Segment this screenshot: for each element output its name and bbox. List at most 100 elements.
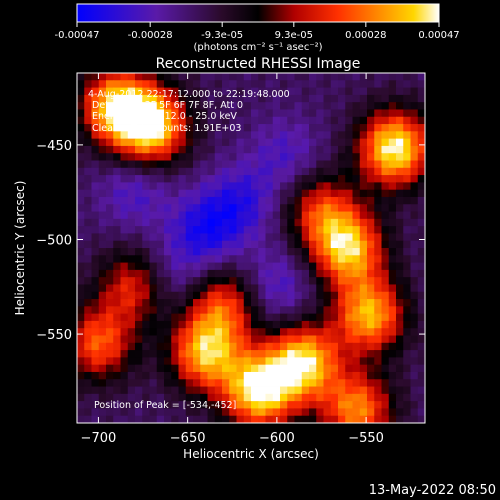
- heatmap-cell: [417, 102, 426, 110]
- heatmap-cell: [229, 386, 237, 395]
- heatmap-cell: [280, 408, 288, 417]
- heatmap-cell: [323, 80, 332, 88]
- heatmap-cell: [265, 145, 274, 154]
- heatmap-cell: [135, 342, 143, 351]
- heatmap-cell: [396, 379, 404, 387]
- heatmap-cell: [251, 313, 259, 322]
- heatmap-cell: [185, 277, 194, 285]
- heatmap-cell: [91, 73, 100, 81]
- heatmap-cell: [77, 73, 85, 81]
- heatmap-cell: [403, 109, 411, 118]
- heatmap-cell: [229, 277, 237, 285]
- heatmap-cell: [258, 342, 266, 351]
- heatmap-cell: [323, 342, 332, 351]
- heatmap-cell: [338, 415, 346, 424]
- heatmap-cell: [374, 131, 382, 140]
- heatmap-cell: [381, 196, 390, 205]
- heatmap-cell: [98, 299, 107, 307]
- heatmap-cell: [171, 262, 179, 271]
- heatmap-cell: [193, 196, 201, 205]
- heatmap-cell: [396, 138, 404, 147]
- heatmap-cell: [265, 211, 274, 220]
- heatmap-cell: [127, 299, 136, 307]
- heatmap-cell: [345, 269, 353, 278]
- heatmap-cell: [178, 131, 187, 140]
- heatmap-cell: [309, 379, 317, 387]
- heatmap-cell: [91, 87, 100, 96]
- heatmap-cell: [403, 233, 411, 242]
- heatmap-cell: [84, 124, 92, 132]
- heatmap-cell: [185, 379, 194, 387]
- heatmap-cell: [323, 204, 332, 212]
- heatmap-cell: [251, 182, 259, 191]
- heatmap-cell: [301, 291, 310, 300]
- heatmap-cell: [258, 189, 266, 198]
- heatmap-cell: [84, 335, 92, 344]
- heatmap-cell: [229, 269, 237, 278]
- heatmap-cell: [396, 415, 404, 424]
- heatmap-cell: [156, 393, 165, 402]
- heatmap-cell: [352, 73, 361, 81]
- heatmap-cell: [142, 124, 150, 132]
- heatmap-cell: [374, 204, 382, 212]
- heatmap-cell: [338, 284, 346, 293]
- heatmap-cell: [222, 160, 230, 169]
- heatmap-cell: [359, 350, 368, 358]
- heatmap-cell: [127, 335, 136, 344]
- heatmap-cell: [98, 379, 107, 387]
- heatmap-cell: [367, 248, 375, 256]
- heatmap-cell: [77, 94, 85, 103]
- heatmap-cell: [243, 342, 252, 351]
- heatmap-cell: [84, 357, 92, 366]
- heatmap-cell: [403, 342, 411, 351]
- heatmap-cell: [251, 204, 259, 212]
- heatmap-cell: [396, 371, 404, 380]
- heatmap-cell: [316, 233, 324, 242]
- heatmap-cell: [178, 379, 187, 387]
- heatmap-cell: [309, 175, 317, 183]
- heatmap-cell: [185, 248, 194, 256]
- heatmap-cell: [171, 211, 179, 220]
- heatmap-cell: [301, 153, 310, 161]
- heatmap-cell: [323, 226, 332, 234]
- heatmap-cell: [367, 371, 375, 380]
- heatmap-cell: [417, 204, 426, 212]
- heatmap-cell: [236, 350, 245, 358]
- heatmap-cell: [258, 94, 266, 103]
- heatmap-cell: [84, 313, 92, 322]
- heatmap-cell: [258, 284, 266, 293]
- heatmap-cell: [229, 138, 237, 147]
- heatmap-cell: [359, 94, 368, 103]
- heatmap-cell: [265, 379, 274, 387]
- heatmap-cell: [77, 255, 85, 263]
- heatmap-cell: [207, 80, 216, 88]
- heatmap-cell: [200, 408, 208, 417]
- heatmap-cell: [301, 335, 310, 344]
- heatmap-cell: [91, 145, 100, 154]
- heatmap-cell: [243, 313, 252, 322]
- heatmap-cell: [381, 284, 390, 293]
- heatmap-cell: [135, 145, 143, 154]
- heatmap-cell: [193, 255, 201, 263]
- heatmap-cell: [185, 284, 194, 293]
- heatmap-cell: [200, 109, 208, 118]
- heatmap-cell: [338, 240, 346, 249]
- heatmap-cell: [236, 342, 245, 351]
- heatmap-cell: [142, 379, 150, 387]
- heatmap-cell: [338, 102, 346, 110]
- heatmap-cell: [294, 379, 303, 387]
- heatmap-cell: [214, 73, 223, 81]
- heatmap-cell: [171, 328, 179, 336]
- heatmap-cell: [178, 335, 187, 344]
- heatmap-cell: [171, 313, 179, 322]
- heatmap-cell: [316, 306, 324, 315]
- heatmap-cell: [359, 240, 368, 249]
- heatmap-cell: [381, 94, 390, 103]
- heatmap-cell: [417, 138, 426, 147]
- heatmap-cell: [77, 240, 85, 249]
- heatmap-cell: [301, 320, 310, 329]
- heatmap-cell: [309, 145, 317, 154]
- heatmap-cell: [374, 87, 382, 96]
- heatmap-cell: [127, 211, 136, 220]
- heatmap-cell: [381, 335, 390, 344]
